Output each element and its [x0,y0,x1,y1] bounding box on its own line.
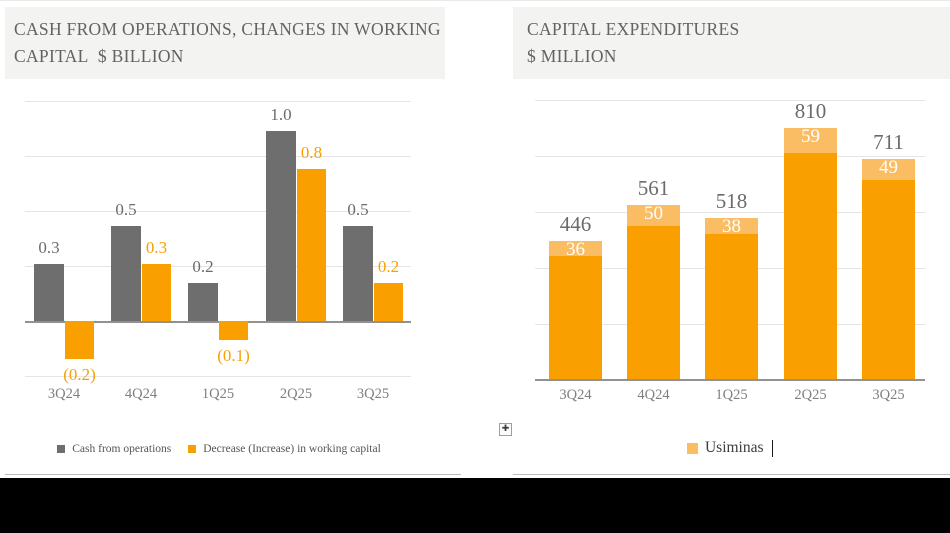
right-chart-header: CAPITAL EXPENDITURES $ MILLION [513,7,950,79]
bar-total-label: 711 [873,130,904,154]
right-bottom-divider [513,474,950,475]
bar-value-label: 0.2 [192,257,214,276]
legend-item-usiminas[interactable]: Usiminas [686,439,774,457]
bar-total-label: 561 [637,176,670,200]
cash-from-operations-bar-3q25[interactable] [343,226,373,321]
left-chart-title-line1: CASH FROM OPERATIONS, CHANGES IN WORKING [14,19,441,39]
legend-label: Decrease (Increase) in working capital [203,443,381,455]
bar-value-label: 0.3 [145,238,168,257]
bar-value-label: 0.2 [377,257,400,276]
usiminas-segment-4q24[interactable] [627,205,680,226]
usiminas-segment-2q25[interactable] [784,128,837,153]
x-axis-label: 1Q25 [201,386,235,402]
x-axis-label: 4Q24 [124,386,158,402]
x-axis-label: 3Q24 [47,386,81,402]
usiminas-segment-1q25[interactable] [705,218,758,234]
x-axis-label: 2Q25 [279,386,313,402]
left-chart-header: CASH FROM OPERATIONS, CHANGES IN WORKING… [5,7,445,79]
legend-swatch [188,445,197,453]
gridline [25,266,411,267]
gridline [25,376,411,377]
x-axis-baseline [535,379,925,381]
gridline [535,100,925,101]
x-axis-label: 2Q25 [794,387,827,403]
bottom-black-bar [0,478,950,533]
gridline [25,156,411,157]
bar-value-label: 0.5 [115,200,137,219]
x-axis-label: 3Q24 [559,387,592,403]
x-axis-label: 3Q25 [872,387,905,403]
x-axis-label: 1Q25 [715,387,748,403]
left-bottom-divider [5,474,461,475]
segment-value-label: 59 [801,126,820,147]
legend-label: Cash from operations [72,443,172,455]
bar-value-label: 0.8 [300,143,323,162]
capex-bar-3q25[interactable] [862,159,915,379]
top-divider [0,0,950,1]
decrease-increase-in-working-capital-bar-4q24[interactable] [142,264,171,321]
gridline [535,156,925,157]
decrease-increase-in-working-capital-bar-3q24[interactable] [65,321,94,359]
chart-move-handle-icon[interactable]: ✚ [499,423,512,436]
bar-total-label: 810 [794,99,827,123]
left-chart-title-line2: CAPITAL $ BILLION [14,46,184,66]
legend-item-cash-from-operations[interactable]: Cash from operations [57,443,171,455]
gridline [25,211,411,212]
usiminas-segment-3q25[interactable] [862,159,915,180]
legend-label: Usiminas [704,439,764,456]
bar-value-label: 0.5 [347,200,369,219]
left-chart-legend: Cash from operations Decrease (Increase) … [25,443,413,455]
right-chart-legend: Usiminas [535,439,925,457]
legend-swatch [57,445,66,453]
segment-value-label: 38 [722,216,741,237]
cash-from-operations-bar-1q25[interactable] [188,283,218,321]
usiminas-segment-3q24[interactable] [549,241,602,256]
x-axis-label: 4Q24 [637,387,670,403]
cash-from-operations-bar-4q24[interactable] [111,226,141,321]
gridline [25,101,411,102]
capex-bar-2q25[interactable] [784,128,837,379]
decrease-increase-in-working-capital-bar-3q25[interactable] [374,283,403,321]
legend-item-decrease-increase-in-working-capital[interactable]: Decrease (Increase) in working capital [188,443,381,455]
bar-value-label: 0.3 [38,238,60,257]
x-axis-baseline [25,321,411,323]
bar-total-label: 518 [715,189,748,213]
bar-total-label: 446 [559,212,592,236]
decrease-increase-in-working-capital-bar-1q25[interactable] [219,321,248,340]
capex-chart-plot: 446 36 3Q24 561 50 4Q24 518 38 1Q25 810 59 2Q25 711 4… [535,95,925,411]
right-chart-title-line2: $ MILLION [527,46,617,66]
bar-value-label: (0.2) [63,365,96,384]
cash-from-operations-bar-2q25[interactable] [266,131,296,321]
x-axis-label: 3Q25 [356,386,390,402]
capex-bar-1q25[interactable] [705,218,758,379]
cash-operations-chart-plot: 0.3 (0.2) 3Q24 0.5 0.3 4Q24 0.2 (0.1) 1Q25 1.0 0.8… [25,95,411,411]
legend-swatch [686,442,698,454]
bar-value-label: (0.1) [217,346,250,365]
capex-bar-3q24[interactable] [549,241,602,379]
text-caret [771,439,774,457]
gridline [535,212,925,213]
segment-value-label: 49 [879,157,898,178]
right-chart-title-line1: CAPITAL EXPENDITURES [527,19,740,39]
bar-value-label: 1.0 [270,105,292,124]
decrease-increase-in-working-capital-bar-2q25[interactable] [297,169,326,321]
segment-value-label: 50 [644,203,663,224]
segment-value-label: 36 [566,239,585,260]
cash-from-operations-bar-3q24[interactable] [34,264,64,321]
capex-bar-4q24[interactable] [627,205,680,379]
